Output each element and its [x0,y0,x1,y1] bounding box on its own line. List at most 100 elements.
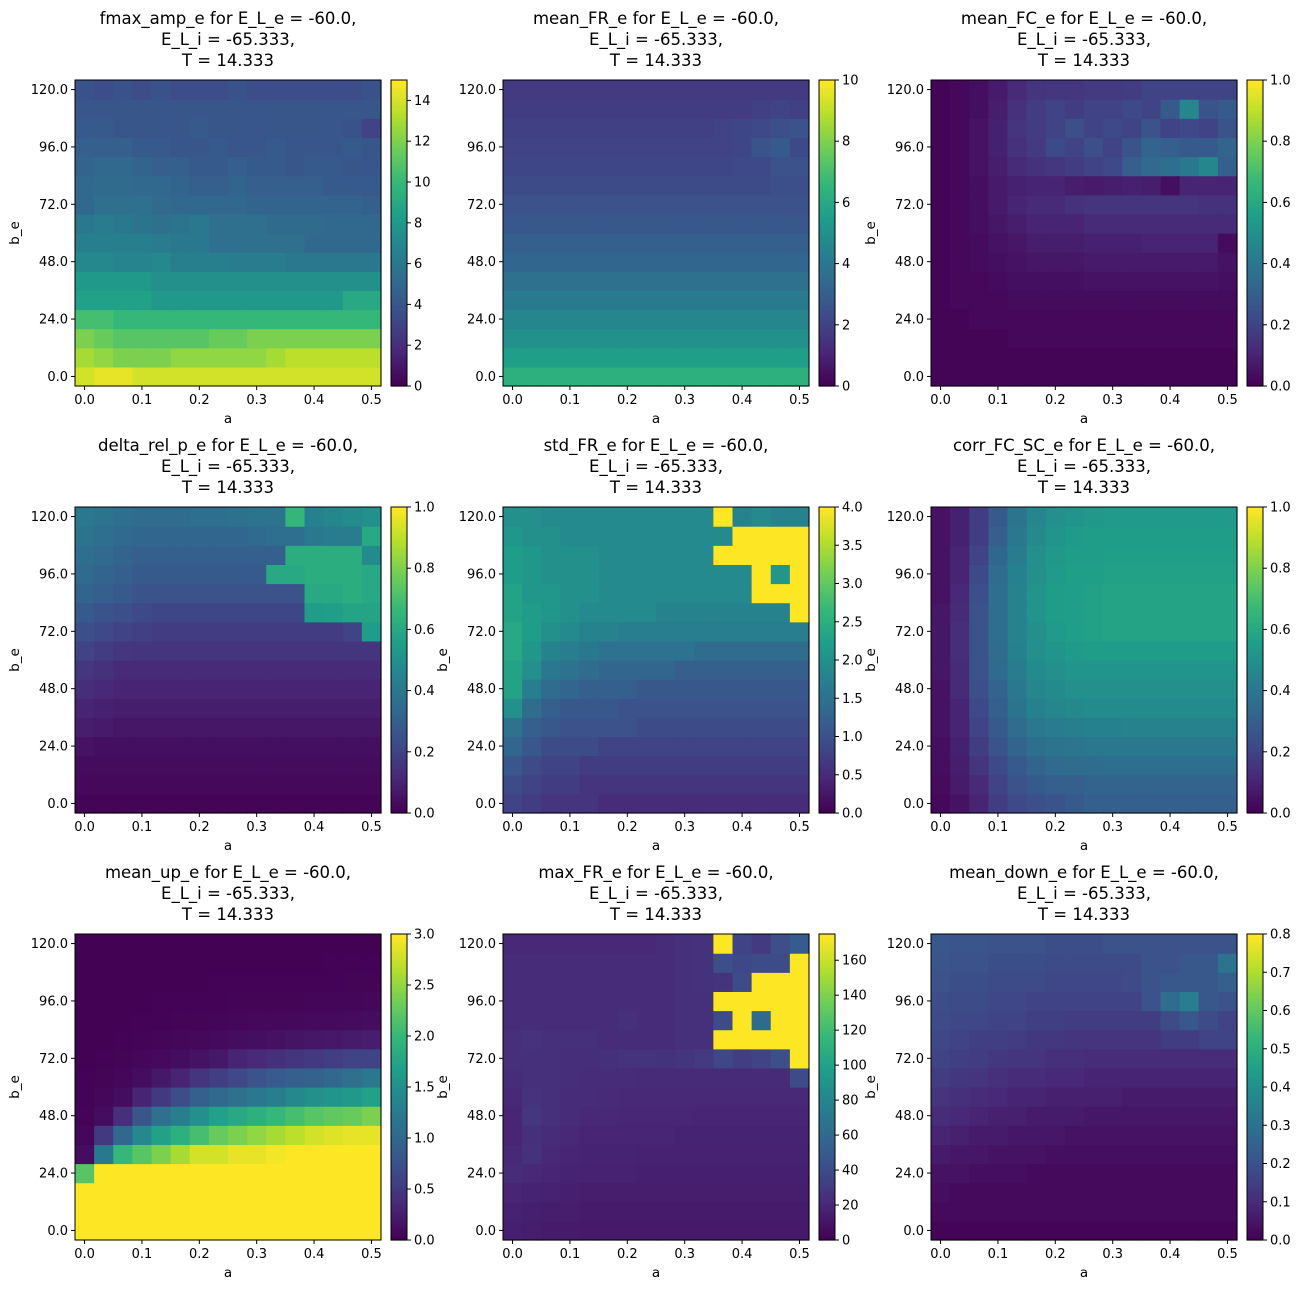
colorbar-segment [819,335,835,339]
colorbar-segment [391,1148,407,1152]
heatmap-cell [1179,1125,1200,1145]
heatmap-cell [1179,213,1200,234]
heatmap-cell [503,1029,523,1050]
colorbar-segment [819,350,835,354]
colorbar-segment [1247,565,1263,569]
heatmap-cell [1026,934,1047,954]
heatmap-cell [770,175,791,196]
heatmap-cell [560,1106,581,1126]
x-tick-label: 0.5 [1217,820,1238,835]
colorbar-segment [1247,792,1263,796]
colorbar-segment [819,161,835,165]
colorbar-segment [1247,1209,1263,1213]
heatmap-cell [656,1067,676,1088]
colorbar-segment [1247,1227,1263,1231]
heatmap-cell [1141,271,1162,291]
heatmap-cell [1217,252,1238,272]
heatmap-cell [266,1201,286,1222]
colorbar-segment [1247,1058,1263,1063]
heatmap-cell [1084,602,1104,623]
heatmap-cell [598,194,619,215]
heatmap-cell [1007,972,1028,992]
heatmap-cell [751,213,772,234]
heatmap-cell [132,934,153,954]
colorbar-segment [391,634,407,638]
heatmap-cell [988,1125,1009,1145]
heatmap-cell [598,583,619,604]
colorbar-segment [819,690,835,694]
colorbar-segment [1247,790,1263,794]
colorbar-segment [819,324,835,328]
heatmap-cell [208,660,229,680]
colorbar-segment [391,746,407,750]
y-tick-label: 72.0 [895,1052,924,1067]
heatmap-cell [189,1163,210,1184]
colorbar-segment [391,1219,407,1223]
y-axis-label: b_e [435,1075,451,1099]
colorbar-segment [819,672,835,676]
colorbar-tick-label: 0.0 [1270,807,1291,822]
colorbar-segment [391,954,407,958]
heatmap-cell [1160,271,1181,291]
heatmap-cell [560,717,581,738]
colorbar-segment [1247,153,1263,158]
colorbar-segment [819,739,835,743]
colorbar-segment [391,733,407,738]
colorbar-segment [1247,721,1263,725]
heatmap-cell [636,1067,657,1088]
heatmap-cell [751,736,772,757]
colorbar-segment [1247,161,1263,165]
colorbar-segment [819,1173,835,1177]
x-tick-label: 0.4 [304,1247,325,1262]
heatmap-cell [151,564,172,585]
heatmap-cell [1122,1029,1142,1050]
colorbar-segment [391,939,407,943]
heatmap-cell [1084,1067,1104,1088]
heatmap-cell [732,194,753,215]
heatmap-cell [988,583,1009,604]
heatmap-cell [656,507,676,527]
heatmap-cell [113,1106,133,1126]
colorbar-segment [1247,1173,1263,1177]
heatmap-cell [361,774,382,795]
colorbar-segment [1247,95,1263,99]
heatmap-cell [598,309,619,330]
colorbar-tick-label: 100 [842,1059,867,1074]
colorbar-segment [819,1211,835,1216]
heatmap-cell [541,194,561,215]
heatmap-cell [656,347,676,368]
colorbar-segment [391,802,407,806]
heatmap-cell [247,583,267,604]
heatmap-cell [579,1029,600,1050]
colorbar-segment [819,609,835,613]
heatmap-cell [361,1182,382,1203]
heatmap-cell [323,621,344,642]
heatmap-cell [770,698,791,718]
heatmap-cell [732,1163,753,1184]
colorbar-segment [391,294,407,298]
heatmap-cell [304,309,325,330]
heatmap-cell [1026,80,1047,100]
heatmap-cell [713,583,734,604]
x-tick-label: 0.0 [502,820,523,835]
heatmap-cell [1179,545,1200,565]
heatmap-cell [1141,991,1162,1012]
colorbar-segment [1247,179,1263,183]
colorbar-segment [391,782,407,786]
heatmap-cell [503,1087,523,1107]
heatmap-cell [541,564,561,585]
heatmap-cell [266,793,286,814]
heatmap-cell [266,309,286,330]
heatmap-cell [656,736,676,757]
heatmap-cell [323,1125,344,1145]
colorbar-segment [1247,537,1263,541]
heatmap-cell [950,698,970,718]
colorbar-tick-label: 0.5 [1270,1042,1291,1057]
heatmap-cell [1179,137,1200,158]
heatmap-cell [1160,698,1181,718]
colorbar-segment [819,967,835,971]
heatmap-cell [770,347,791,368]
colorbar-segment [819,1138,835,1142]
heatmap-cell [189,1106,210,1126]
heatmap-cell [617,233,638,253]
